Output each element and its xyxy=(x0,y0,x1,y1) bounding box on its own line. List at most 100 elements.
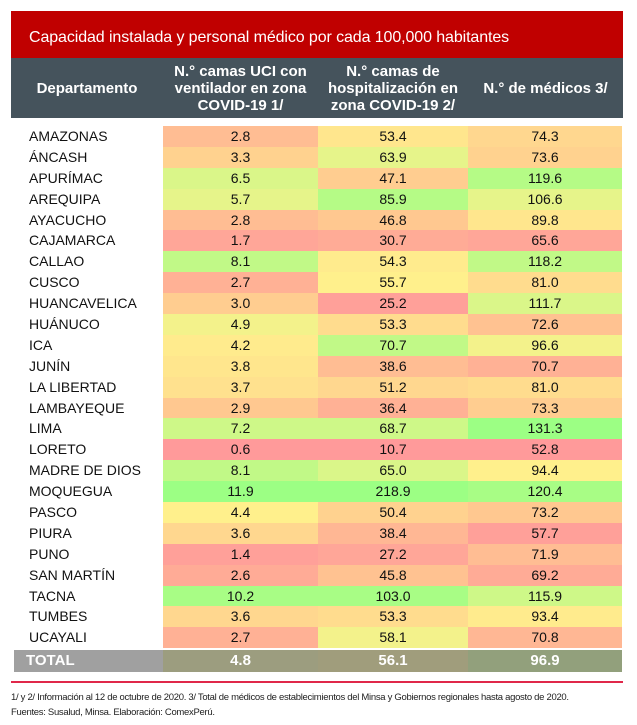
department-name: HUÁNUCO xyxy=(29,316,100,333)
cell-camas-hospitalizacion: 38.4 xyxy=(318,522,468,544)
table-row: MOQUEGUA 11.9 218.9 120.4 xyxy=(14,481,622,503)
total-label: TOTAL xyxy=(14,650,163,672)
department-name: LAMBAYEQUE xyxy=(29,399,125,416)
table-row: JUNÍN 3.8 38.6 70.7 xyxy=(14,355,622,377)
table-row: ÁNCASH 3.3 63.9 73.6 xyxy=(14,146,622,168)
table-row: UCAYALI 2.7 58.1 70.8 xyxy=(14,627,622,649)
cell-camas-hospitalizacion: 103.0 xyxy=(318,585,468,607)
cell-camas-hospitalizacion: 70.7 xyxy=(318,334,468,356)
cell-camas-uci: 8.1 xyxy=(163,251,318,273)
cell-medicos: 57.7 xyxy=(468,522,622,544)
cell-medicos: 73.6 xyxy=(468,146,622,168)
cell-camas-uci: 3.6 xyxy=(163,522,318,544)
department-name: CUSCO xyxy=(29,274,80,291)
cell-camas-uci: 3.6 xyxy=(163,606,318,628)
cell-camas-uci: 3.7 xyxy=(163,376,318,398)
cell-medicos: 119.6 xyxy=(468,167,622,189)
table-row: PUNO 1.4 27.2 71.9 xyxy=(14,543,622,565)
table-row: HUANCAVELICA 3.0 25.2 111.7 xyxy=(14,293,622,315)
source-note: Fuentes: Susalud, Minsa. Elaboración: Co… xyxy=(11,707,215,718)
total-row: TOTAL 4.8 56.1 96.9 xyxy=(14,650,622,672)
department-name: ICA xyxy=(29,336,53,353)
cell-camas-hospitalizacion: 45.8 xyxy=(318,564,468,586)
header-camas-uci: N.° camas UCI con ventilador en zona COV… xyxy=(174,62,307,114)
cell-medicos: 120.4 xyxy=(468,481,622,503)
header-camas-hospitalizacion: N.° camas de hospitalización en zona COV… xyxy=(327,62,459,114)
cell-camas-uci: 11.9 xyxy=(163,481,318,503)
cell-camas-hospitalizacion: 25.2 xyxy=(318,293,468,315)
cell-medicos: 73.3 xyxy=(468,397,622,419)
total-camas-hospitalizacion: 56.1 xyxy=(318,650,468,672)
cell-camas-uci: 0.6 xyxy=(163,439,318,461)
cell-medicos: 70.8 xyxy=(468,627,622,649)
cell-medicos: 111.7 xyxy=(468,293,622,315)
cell-medicos: 69.2 xyxy=(468,564,622,586)
cell-medicos: 93.4 xyxy=(468,606,622,628)
cell-camas-uci: 3.8 xyxy=(163,355,318,377)
department-name: APURÍMAC xyxy=(29,169,103,186)
table-row: AREQUIPA 5.7 85.9 106.6 xyxy=(14,188,622,210)
table-row: AMAZONAS 2.8 53.4 74.3 xyxy=(14,126,622,147)
department-name: PASCO xyxy=(29,504,77,521)
table-title: Capacidad instalada y personal médico po… xyxy=(11,11,623,58)
cell-camas-hospitalizacion: 53.4 xyxy=(318,126,468,147)
department-name: HUANCAVELICA xyxy=(29,295,137,312)
cell-camas-uci: 1.4 xyxy=(163,543,318,565)
cell-medicos: 115.9 xyxy=(468,585,622,607)
cell-camas-uci: 1.7 xyxy=(163,230,318,252)
department-name: MOQUEGUA xyxy=(29,483,113,500)
department-name: SAN MARTÍN xyxy=(29,566,116,583)
cell-camas-hospitalizacion: 27.2 xyxy=(318,543,468,565)
cell-camas-hospitalizacion: 46.8 xyxy=(318,209,468,231)
table-row: LAMBAYEQUE 2.9 36.4 73.3 xyxy=(14,397,622,419)
cell-medicos: 106.6 xyxy=(468,188,622,210)
cell-camas-hospitalizacion: 47.1 xyxy=(318,167,468,189)
cell-camas-hospitalizacion: 51.2 xyxy=(318,376,468,398)
table-row: SAN MARTÍN 2.6 45.8 69.2 xyxy=(14,564,622,586)
footnotes: 1/ y 2/ Información al 12 de octubre de … xyxy=(11,690,569,720)
footnote: 1/ y 2/ Información al 12 de octubre de … xyxy=(11,692,569,703)
cell-camas-hospitalizacion: 68.7 xyxy=(318,418,468,440)
cell-camas-hospitalizacion: 54.3 xyxy=(318,251,468,273)
cell-camas-uci: 4.9 xyxy=(163,314,318,335)
table-row: CUSCO 2.7 55.7 81.0 xyxy=(14,272,622,294)
department-name: CALLAO xyxy=(29,253,85,270)
cell-camas-uci: 2.6 xyxy=(163,564,318,586)
department-name: AMAZONAS xyxy=(29,128,108,144)
department-name: LA LIBERTAD xyxy=(29,378,117,395)
cell-camas-uci: 2.7 xyxy=(163,272,318,294)
cell-camas-uci: 3.0 xyxy=(163,293,318,315)
cell-camas-hospitalizacion: 30.7 xyxy=(318,230,468,252)
cell-medicos: 81.0 xyxy=(468,272,622,294)
cell-camas-uci: 2.8 xyxy=(163,209,318,231)
department-name: LIMA xyxy=(29,420,62,437)
cell-camas-uci: 2.8 xyxy=(163,126,318,147)
cell-camas-uci: 2.7 xyxy=(163,627,318,649)
cell-camas-uci: 2.9 xyxy=(163,397,318,419)
cell-camas-uci: 4.4 xyxy=(163,502,318,523)
cell-camas-hospitalizacion: 218.9 xyxy=(318,481,468,503)
table-body: AMAZONAS 2.8 53.4 74.3 ÁNCASH 3.3 63.9 73.6 APUR… xyxy=(14,126,622,649)
cell-medicos: 94.4 xyxy=(468,460,622,482)
department-name: LORETO xyxy=(29,441,87,458)
department-name: JUNÍN xyxy=(29,357,71,374)
cell-medicos: 72.6 xyxy=(468,314,622,335)
cell-medicos: 71.9 xyxy=(468,543,622,565)
table-row: CAJAMARCA 1.7 30.7 65.6 xyxy=(14,230,622,252)
cell-camas-uci: 6.5 xyxy=(163,167,318,189)
table-row: MADRE DE DIOS 8.1 65.0 94.4 xyxy=(14,460,622,482)
cell-camas-hospitalizacion: 36.4 xyxy=(318,397,468,419)
department-name: TUMBES xyxy=(29,608,88,625)
department-name: TACNA xyxy=(29,587,76,604)
cell-camas-uci: 7.2 xyxy=(163,418,318,440)
department-name: ÁNCASH xyxy=(29,148,88,165)
cell-camas-hospitalizacion: 38.6 xyxy=(318,355,468,377)
cell-camas-hospitalizacion: 58.1 xyxy=(318,627,468,649)
department-name: UCAYALI xyxy=(29,629,87,646)
table-row: APURÍMAC 6.5 47.1 119.6 xyxy=(14,167,622,189)
header-departamento: Departamento xyxy=(36,79,138,97)
department-name: PIURA xyxy=(29,524,72,541)
table-header: Departamento N.° camas UCI con ventilado… xyxy=(11,58,623,118)
cell-camas-uci: 3.3 xyxy=(163,146,318,168)
total-medicos: 96.9 xyxy=(468,650,622,672)
